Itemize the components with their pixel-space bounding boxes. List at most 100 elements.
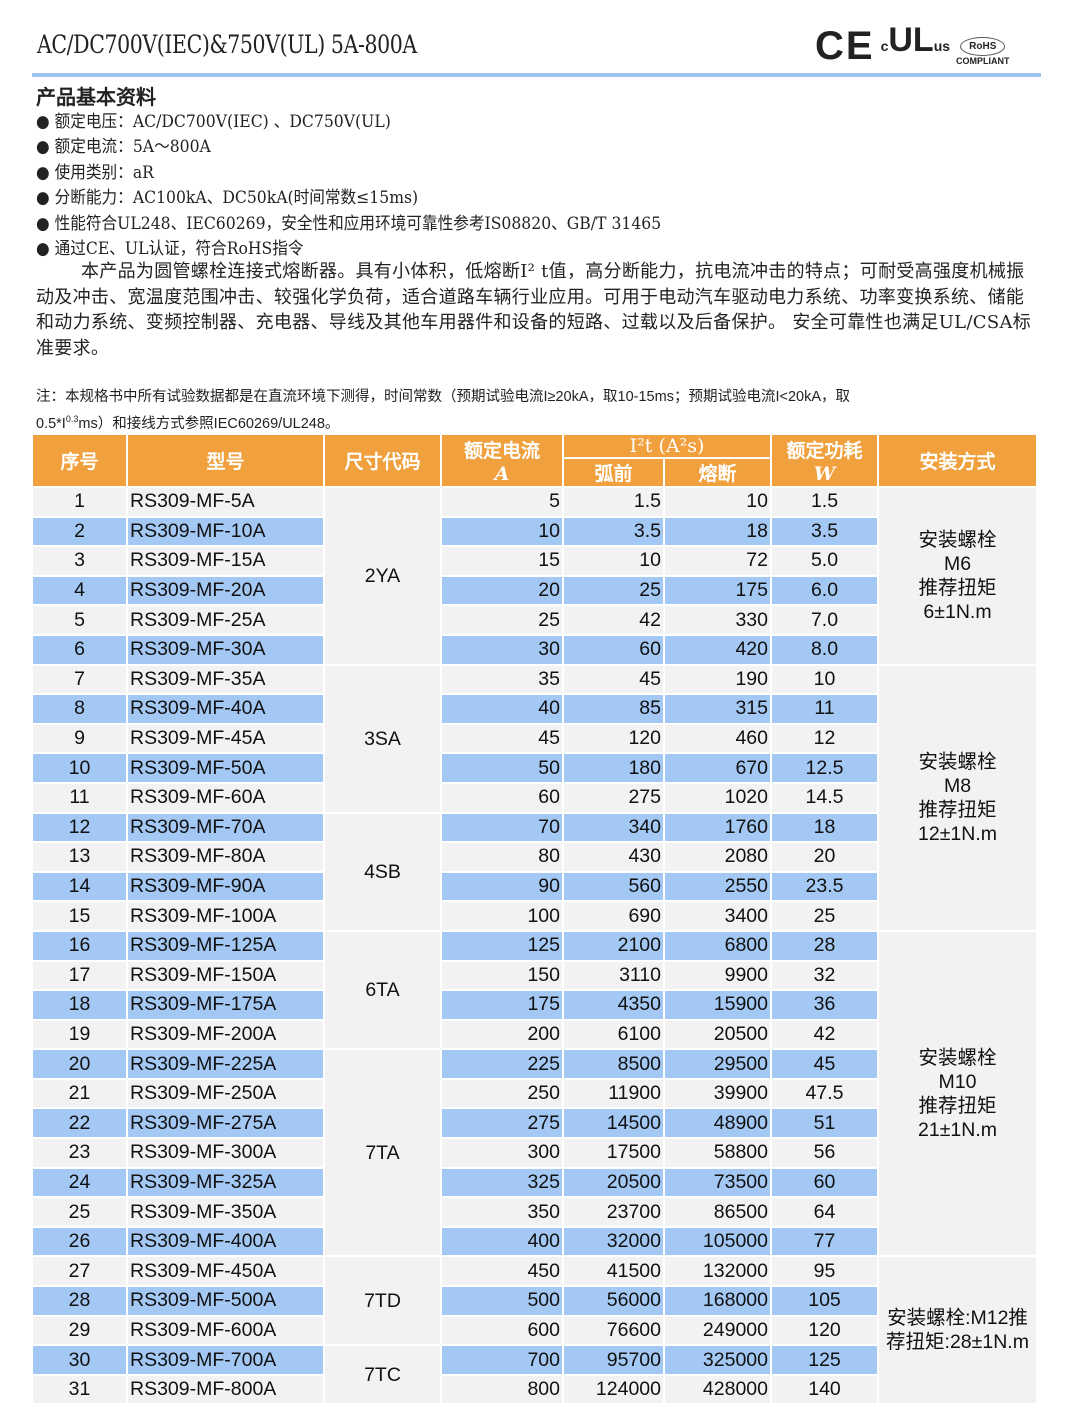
cell-total: 132000 <box>665 1257 770 1286</box>
cell-seq: 3 <box>33 547 126 575</box>
cell-prearc: 56000 <box>564 1287 663 1315</box>
cell-power: 60 <box>772 1168 877 1197</box>
table-row: 6 RS309-MF-30A 30 60 420 8.0 <box>33 635 1036 664</box>
table-row: 15 RS309-MF-100A 100 690 3400 25 <box>33 902 1036 930</box>
cell-power: 1.5 <box>772 488 877 516</box>
cell-current: 20 <box>442 576 562 605</box>
cell-power: 6.0 <box>772 576 877 605</box>
cell-current: 125 <box>442 931 562 960</box>
cell-total: 48900 <box>665 1109 770 1138</box>
col-current: 额定电流 A <box>442 435 562 486</box>
cell-total: 9900 <box>665 961 770 990</box>
cell-prearc: 20500 <box>564 1168 663 1197</box>
cell-current: 450 <box>442 1257 562 1286</box>
cell-size-code: 7TA <box>325 1050 440 1256</box>
cell-total: 670 <box>665 754 770 782</box>
cell-model: RS309-MF-25A <box>128 606 323 634</box>
table-row: 14 RS309-MF-90A 90 560 2550 23.5 <box>33 872 1036 901</box>
cell-prearc: 560 <box>564 872 663 901</box>
cell-power: 45 <box>772 1050 877 1078</box>
col-model: 型号 <box>128 435 323 486</box>
cell-current: 600 <box>442 1316 562 1345</box>
cell-total: 29500 <box>665 1050 770 1078</box>
col-power: 额定功耗 W <box>772 435 877 486</box>
cell-model: RS309-MF-40A <box>128 695 323 723</box>
cell-prearc: 2100 <box>564 931 663 960</box>
cell-total: 10 <box>665 488 770 516</box>
cell-seq: 11 <box>33 783 126 812</box>
mount-line: M8 <box>943 774 972 797</box>
cell-size-code: 6TA <box>325 931 440 1049</box>
mount-line: 推荐扭矩 <box>918 576 997 599</box>
cell-model: RS309-MF-10A <box>128 517 323 546</box>
cell-mount: 安装螺栓 M10 推荐扭矩 21±1N.m <box>879 931 1036 1256</box>
cell-power: 77 <box>772 1227 877 1256</box>
cell-total: 3400 <box>665 902 770 930</box>
table-row: 24 RS309-MF-325A 325 20500 73500 60 <box>33 1168 1036 1197</box>
mount-line: 21±1N.m <box>918 1118 997 1141</box>
cell-model: RS309-MF-90A <box>128 872 323 901</box>
cell-current: 300 <box>442 1139 562 1167</box>
cell-power: 125 <box>772 1346 877 1374</box>
cell-total: 330 <box>665 606 770 634</box>
cell-seq: 15 <box>33 902 126 930</box>
cell-model: RS309-MF-60A <box>128 783 323 812</box>
ce-logo: CE <box>815 24 875 68</box>
table-row: 16 RS309-MF-125A 6TA 125 2100 6800 28 安装螺栓 M10 推荐… <box>33 931 1036 1256</box>
cell-seq: 25 <box>33 1198 126 1226</box>
cell-seq: 12 <box>33 813 126 842</box>
cell-model: RS309-MF-50A <box>128 754 323 782</box>
cell-model: RS309-MF-700A <box>128 1346 323 1374</box>
cell-power: 25 <box>772 902 877 930</box>
cell-prearc: 45 <box>564 665 663 694</box>
cell-prearc: 3110 <box>564 961 663 990</box>
cell-current: 60 <box>442 783 562 812</box>
table-row: 22 RS309-MF-275A 275 14500 48900 51 <box>33 1109 1036 1138</box>
table-row: 31 RS309-MF-800A 800 124000 428000 140 <box>33 1375 1036 1404</box>
cell-power: 120 <box>772 1316 877 1345</box>
cell-prearc: 3.5 <box>564 517 663 546</box>
mount-line: 推荐扭矩 <box>918 798 997 821</box>
cell-current: 40 <box>442 695 562 723</box>
cell-current: 150 <box>442 961 562 990</box>
ul-logo: cULus <box>880 21 951 59</box>
cell-current: 800 <box>442 1375 562 1404</box>
cell-current: 30 <box>442 635 562 664</box>
cell-current: 225 <box>442 1050 562 1078</box>
cell-current: 500 <box>442 1287 562 1315</box>
cell-size-code: 3SA <box>325 665 440 812</box>
cell-current: 10 <box>442 517 562 546</box>
table-row: 29 RS309-MF-600A 600 76600 249000 120 <box>33 1316 1036 1345</box>
cell-total: 325000 <box>665 1346 770 1374</box>
cell-seq: 21 <box>33 1079 126 1108</box>
cell-model: RS309-MF-600A <box>128 1316 323 1345</box>
cell-size-code: 2YA <box>325 488 440 664</box>
bullet-item: ● 通过CE、UL认证，符合RoHS指令 <box>36 239 304 259</box>
cell-model: RS309-MF-325A <box>128 1168 323 1197</box>
cell-model: RS309-MF-250A <box>128 1079 323 1108</box>
table-row: 27 RS309-MF-450A 7TD 450 41500 132000 95 安装螺栓:M… <box>33 1257 1036 1404</box>
cell-seq: 5 <box>33 606 126 634</box>
cell-prearc: 17500 <box>564 1139 663 1167</box>
table-row: 12 RS309-MF-70A 4SB 70 340 1760 18 <box>33 813 1036 930</box>
cell-prearc: 85 <box>564 695 663 723</box>
cell-current: 700 <box>442 1346 562 1374</box>
cell-current: 250 <box>442 1079 562 1108</box>
table-row: 30 RS309-MF-700A 7TC 700 95700 325000 125 <box>33 1346 1036 1404</box>
cell-total: 168000 <box>665 1287 770 1315</box>
table-row: 3 RS309-MF-15A 15 10 72 5.0 <box>33 547 1036 575</box>
cell-model: RS309-MF-125A <box>128 931 323 960</box>
cell-seq: 30 <box>33 1346 126 1374</box>
cell-size-code: 4SB <box>325 813 440 930</box>
cell-prearc: 41500 <box>564 1257 663 1286</box>
cell-total: 58800 <box>665 1139 770 1167</box>
col-total: 熔断 <box>665 459 770 486</box>
certification-logos: CE cULus RoHS COMPLIANT <box>815 20 1010 66</box>
table-row: 18 RS309-MF-175A 175 4350 15900 36 <box>33 991 1036 1019</box>
cell-total: 20500 <box>665 1020 770 1049</box>
cell-prearc: 11900 <box>564 1079 663 1108</box>
cell-size-code: 7TD <box>325 1257 440 1345</box>
cell-model: RS309-MF-400A <box>128 1227 323 1256</box>
cell-model: RS309-MF-800A <box>128 1375 323 1404</box>
cell-prearc: 275 <box>564 783 663 812</box>
